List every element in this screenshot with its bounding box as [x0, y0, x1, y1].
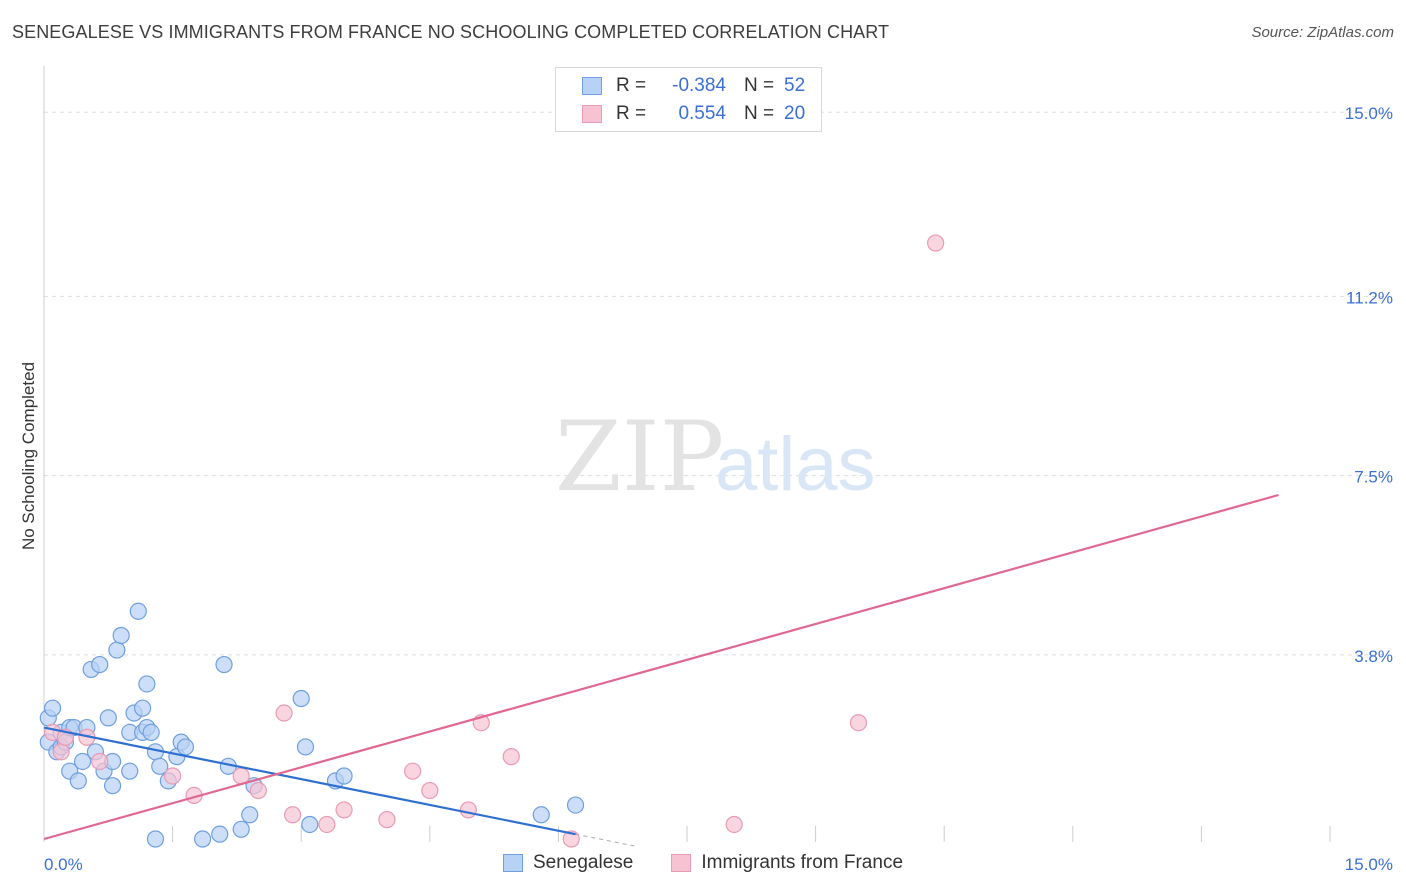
legend-n-value: 52: [784, 75, 806, 96]
trend-extension-blue: [575, 833, 636, 847]
y-tick-label: 3.8%: [1354, 647, 1393, 666]
data-point-blue: [43, 699, 62, 717]
data-point-blue: [194, 830, 212, 848]
data-point-pink: [378, 811, 396, 829]
legend-r-value: -0.384: [672, 75, 726, 96]
y-tick-label: 7.5%: [1354, 468, 1393, 487]
data-point-blue: [91, 655, 109, 674]
data-point-blue: [241, 806, 259, 824]
data-point-blue: [69, 772, 87, 790]
data-point-pink: [421, 781, 439, 800]
data-point-pink: [91, 752, 109, 771]
data-point-blue: [335, 767, 353, 785]
legend-n-label: N =: [744, 75, 775, 96]
x-tick-label: 0.0%: [44, 855, 83, 874]
data-point-blue: [292, 689, 310, 708]
y-axis-title: No Schooling Completed: [19, 362, 38, 550]
data-point-pink: [249, 781, 267, 800]
data-point-pink: [459, 801, 477, 819]
data-point-blue: [566, 796, 585, 814]
data-point-blue: [138, 675, 156, 693]
data-point-blue: [73, 752, 92, 771]
data-point-pink: [52, 743, 70, 761]
trend-line-pink: [43, 493, 1279, 841]
data-point-blue: [133, 699, 152, 717]
legend-item-senegalese[interactable]: Senegalese: [502, 852, 634, 874]
data-point-blue: [151, 757, 169, 775]
data-point-blue: [532, 806, 550, 824]
data-point-blue: [211, 825, 229, 843]
data-point-pink: [849, 714, 868, 732]
chart-title: SENEGALESE VS IMMIGRANTS FROM FRANCE NO …: [12, 22, 890, 42]
data-point-blue: [301, 815, 319, 834]
data-point-pink: [404, 762, 422, 780]
legend-swatch-pink: [582, 105, 602, 123]
legend-item-france[interactable]: Immigrants from France: [671, 852, 903, 874]
watermark-atlas: atlas: [715, 422, 876, 507]
data-point-blue: [129, 602, 147, 620]
legend-r-label: R =: [616, 75, 647, 96]
legend-item-label: Senegalese: [532, 852, 634, 873]
data-point-pink: [502, 748, 520, 766]
legend-r-value: 0.554: [678, 103, 726, 124]
legend-swatch-blue: [502, 854, 523, 872]
watermark-zip: ZIP: [555, 401, 724, 513]
data-point-pink: [927, 234, 945, 252]
source-label: Source: ZipAtlas.com: [1251, 24, 1394, 41]
data-point-blue: [215, 655, 233, 674]
legend-swatch-blue: [582, 77, 602, 95]
y-tick-label: 15.0%: [1345, 104, 1393, 123]
data-point-blue: [142, 723, 160, 742]
data-point-blue: [296, 738, 315, 756]
data-point-blue: [108, 641, 126, 659]
legend-n-label: N =: [744, 103, 775, 124]
data-point-blue: [232, 820, 250, 838]
data-point-blue: [121, 762, 139, 780]
legend-item-label: Immigrants from France: [701, 852, 904, 873]
data-point-pink: [275, 704, 293, 722]
series-legend: Senegalese Immigrants from France: [0, 852, 1406, 874]
legend-row-senegalese: R = -0.384 N = 52: [582, 73, 805, 99]
data-point-blue: [146, 830, 165, 848]
x-tick-label: 15.0%: [1345, 855, 1393, 874]
legend-row-france: R = 0.554 N = 20: [582, 101, 805, 127]
data-point-blue: [103, 777, 122, 795]
data-point-pink: [164, 767, 182, 785]
data-point-blue: [176, 738, 195, 756]
legend-n-value: 20: [784, 103, 806, 124]
data-point-pink: [318, 815, 336, 834]
data-point-pink: [725, 815, 743, 834]
legend-r-label: R =: [616, 103, 647, 124]
stats-legend: R = -0.384 N = 52 R = 0.554 N = 20: [555, 67, 822, 132]
data-point-pink: [284, 806, 302, 824]
data-point-blue: [99, 709, 117, 727]
data-point-blue: [112, 626, 130, 645]
trend-line-blue: [43, 726, 576, 836]
data-point-pink: [335, 801, 353, 819]
legend-swatch-pink: [671, 854, 692, 872]
y-tick-label: 11.2%: [1346, 288, 1393, 307]
